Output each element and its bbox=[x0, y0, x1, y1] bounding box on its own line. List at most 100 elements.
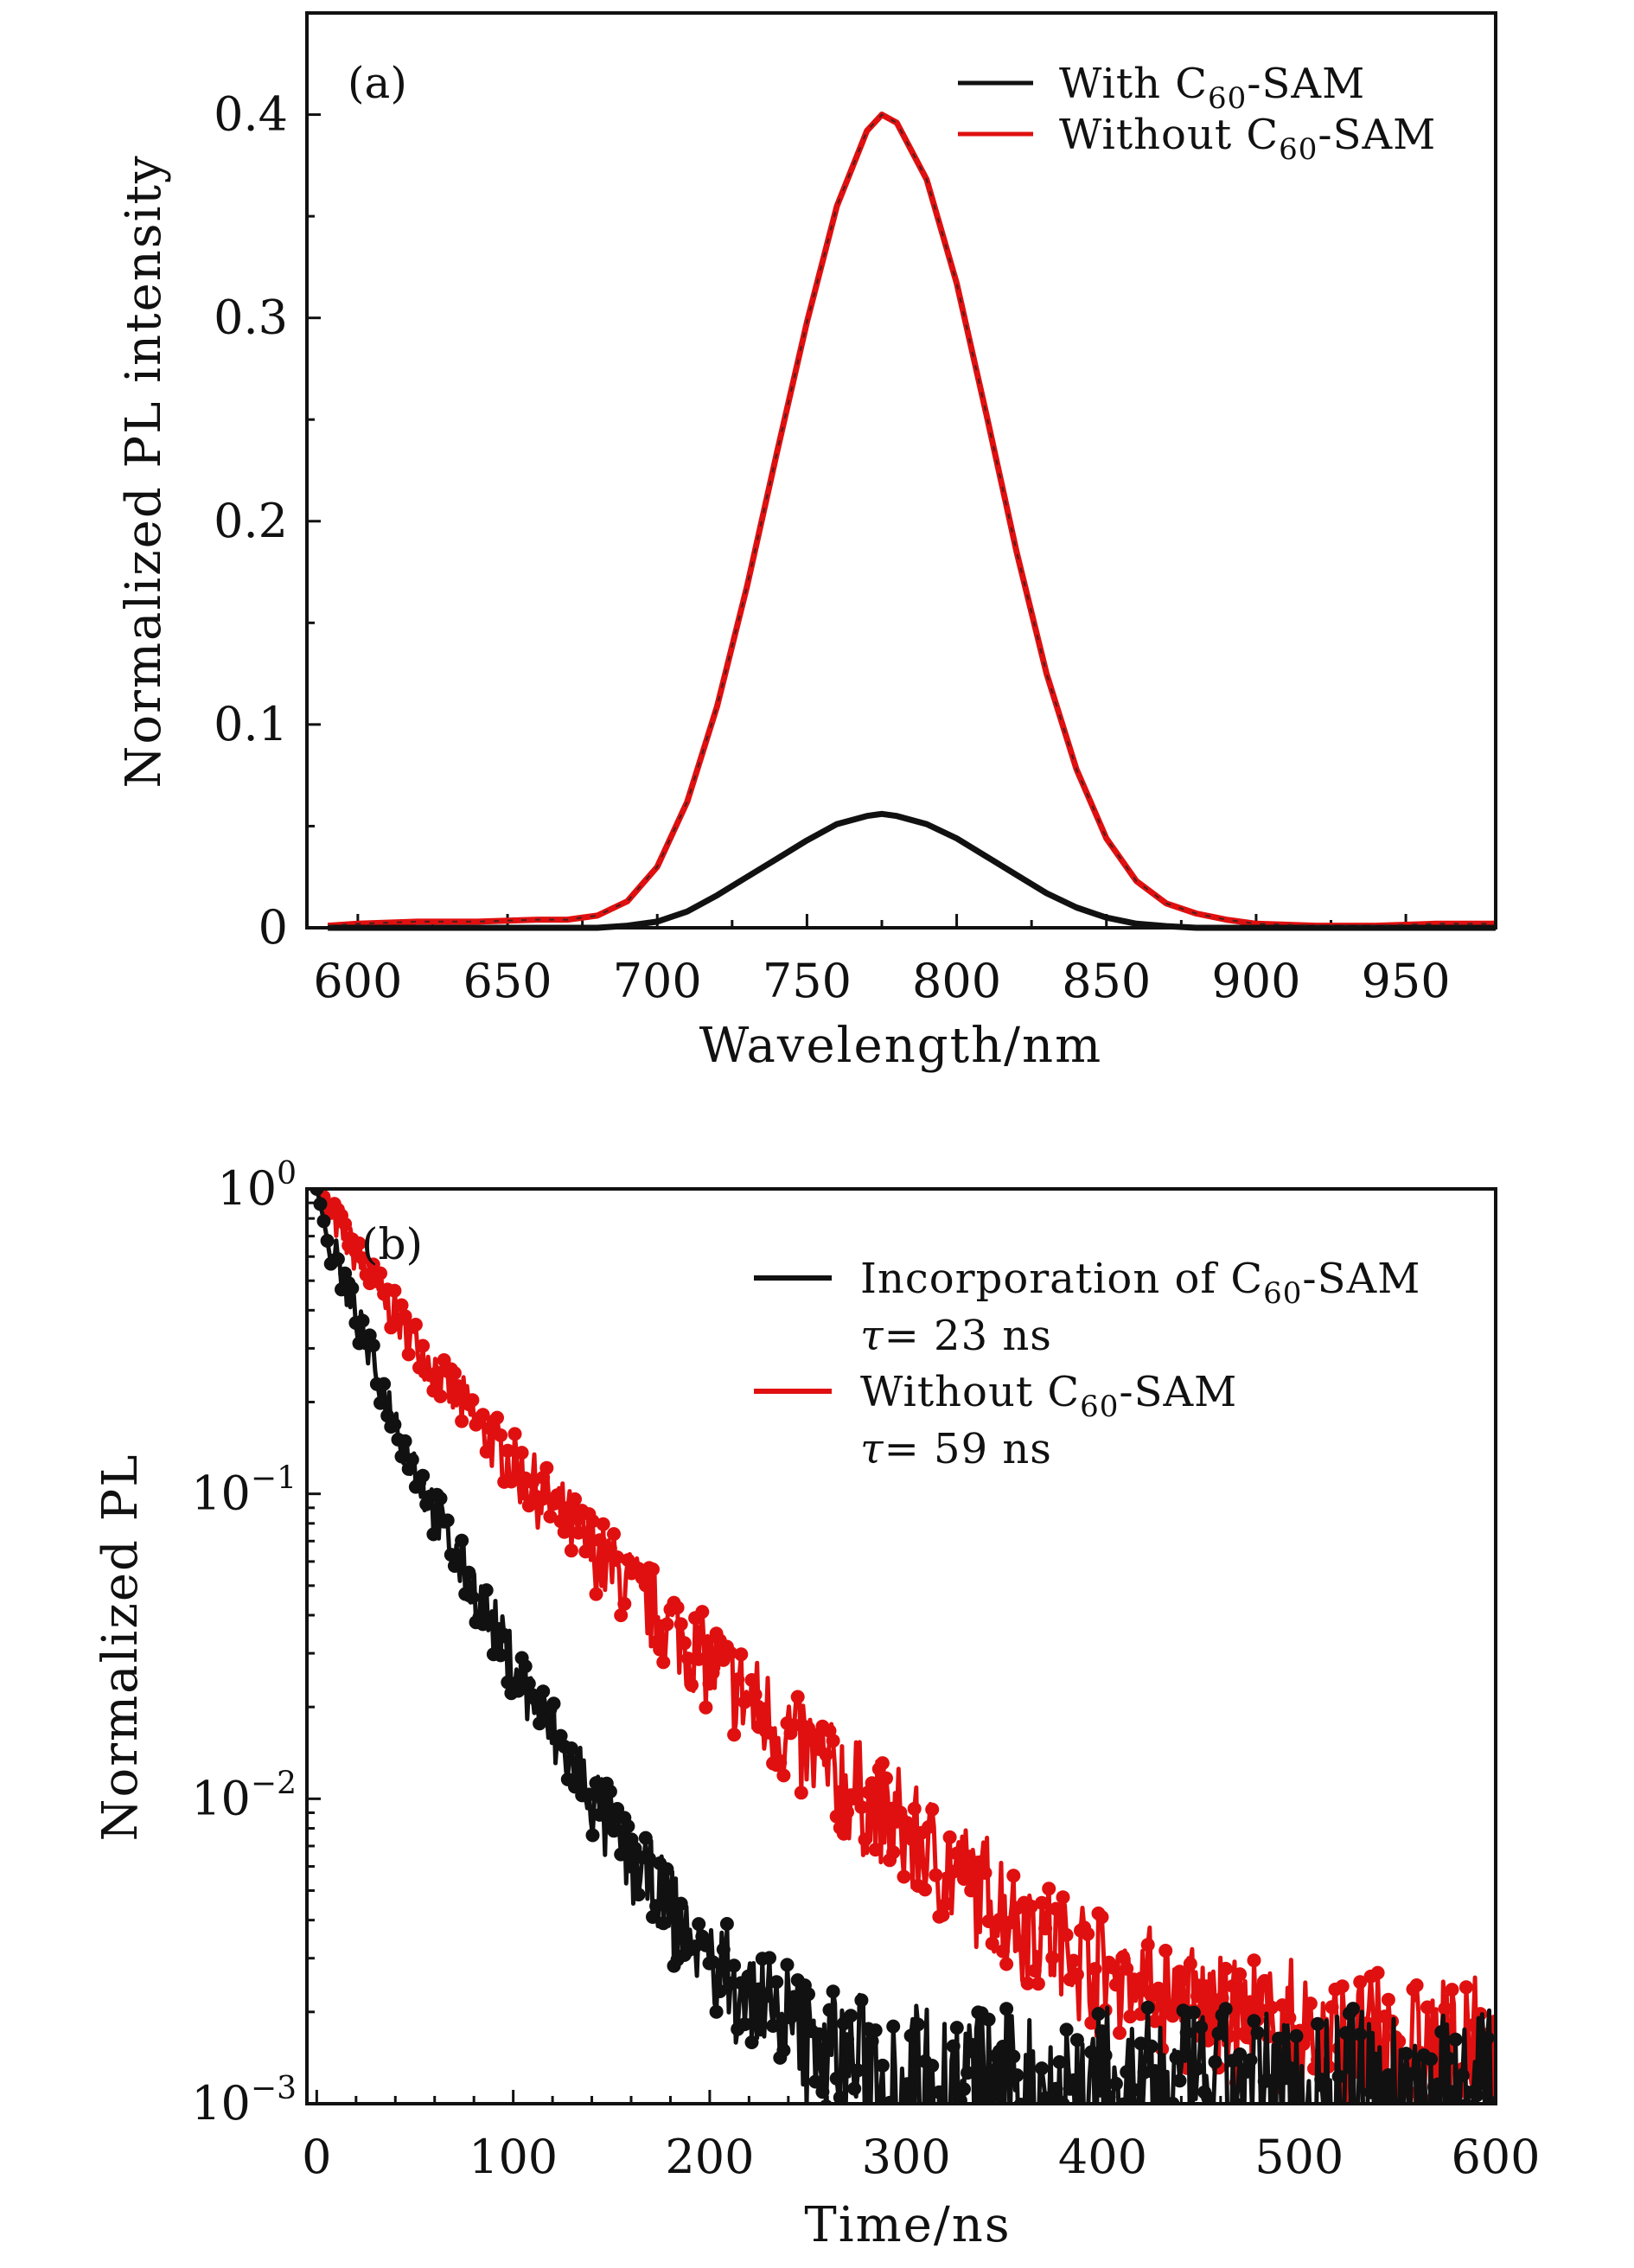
panel-b-data-point bbox=[766, 2019, 781, 2033]
panel-b-data-point bbox=[851, 2063, 865, 2078]
panel-b-data-point bbox=[1299, 2028, 1314, 2042]
panel-b-data-point bbox=[854, 1993, 869, 2008]
panel-b-data-point bbox=[646, 1910, 660, 1924]
panel-b-data-point bbox=[1179, 2025, 1194, 2040]
legend-b-incorporation-text: Incorporation of C60-SAM bbox=[860, 1255, 1420, 1311]
panel-b-data-point bbox=[695, 1605, 710, 1620]
panel-b-data-point bbox=[673, 1896, 688, 1911]
panel-b-data-point bbox=[1480, 2031, 1495, 2045]
panel-b-x-tick-label: 200 bbox=[665, 2130, 754, 2184]
panel-b-data-point bbox=[925, 2059, 940, 2073]
panel-b-data-point bbox=[677, 1636, 692, 1651]
panel-b-data-point bbox=[932, 2085, 947, 2099]
panel-b-data-point bbox=[673, 1617, 688, 1632]
panel-b-data-point bbox=[1368, 2118, 1382, 2132]
panel-a-series-line-0 bbox=[328, 810, 1496, 931]
panel-b-data-point bbox=[879, 1771, 893, 1786]
panel-b-data-point bbox=[355, 1313, 370, 1328]
panel-b-data-point bbox=[1247, 1953, 1261, 1968]
panel-b-data-point bbox=[957, 2082, 971, 2097]
panel-b-data-point bbox=[1042, 1881, 1056, 1896]
panel-b-data-point bbox=[394, 1298, 409, 1313]
panel-b-data-point bbox=[780, 1958, 795, 1972]
panel-b-data-point bbox=[1240, 2064, 1254, 2079]
panel-b-data-point bbox=[433, 1389, 448, 1403]
panel-b-data-point bbox=[455, 1533, 469, 1548]
panel-b-data-point bbox=[1108, 2077, 1123, 2091]
panel-b-data-point bbox=[978, 1866, 993, 1880]
panel-b-data-point bbox=[829, 1809, 844, 1824]
panel-b-data-point bbox=[1140, 1938, 1155, 1952]
panel-b-data-point bbox=[589, 1587, 603, 1601]
panel-b-data-point bbox=[840, 1805, 854, 1819]
panel-b-data-point bbox=[1441, 2051, 1456, 2066]
panel-b-data-point bbox=[607, 1824, 621, 1838]
panel-b-data-point bbox=[1095, 2024, 1109, 2039]
panel-b-data-point bbox=[790, 1690, 805, 1704]
panel-b-data-point bbox=[585, 1828, 600, 1843]
panel-b-data-point bbox=[1006, 1869, 1021, 1883]
panel-a-series-overlay bbox=[328, 113, 1496, 927]
panel-b-data-point bbox=[1438, 2002, 1452, 2016]
panel-b-x-tick-label: 300 bbox=[862, 2130, 951, 2184]
panel-b-data-point bbox=[847, 2081, 862, 2096]
panel-b-data-point bbox=[1069, 2033, 1084, 2048]
panel-b-data-point bbox=[1140, 2000, 1155, 2015]
panel-b-data-point bbox=[568, 1492, 582, 1506]
panel-b-data-point bbox=[550, 1488, 565, 1503]
panel-b-data-point bbox=[614, 1608, 629, 1623]
panel-b-data-point bbox=[992, 1913, 1006, 1927]
panel-b-data-point bbox=[819, 1747, 833, 1762]
panel-b-data-point bbox=[1003, 1915, 1018, 1930]
panel-b-data-point bbox=[1147, 2064, 1162, 2079]
panel-b-data-point bbox=[1013, 1939, 1028, 1953]
panel-b-data-point bbox=[1049, 2081, 1063, 2096]
panel-b-data-point bbox=[479, 1583, 494, 1598]
panel-b-data-point bbox=[1225, 1979, 1240, 1993]
panel-b-data-point bbox=[1236, 2150, 1250, 2163]
panel-b-data-point bbox=[886, 1845, 901, 1860]
panel-b-data-point bbox=[1218, 2002, 1233, 2016]
panel-b-data-point bbox=[1066, 2073, 1081, 2087]
panel-b-data-point bbox=[1275, 1998, 1290, 2013]
panel-b-data-point bbox=[1116, 1950, 1131, 1965]
panel-b-data-point bbox=[1303, 1996, 1318, 2011]
panel-b-data-point bbox=[918, 1882, 932, 1897]
panel-b-data-point bbox=[1184, 2158, 1197, 2172]
panel-b-data-point bbox=[836, 1826, 851, 1841]
panel-b-data-point bbox=[854, 1800, 869, 1814]
panel-b-data-point bbox=[1147, 2014, 1162, 2028]
panel-b-x-ticks: 0 100 200 300 400 500 600 bbox=[302, 2090, 1541, 2184]
panel-b-data-point bbox=[776, 2043, 791, 2058]
panel-b-data-point bbox=[1169, 2050, 1184, 2065]
panel-b-data-point bbox=[1123, 2009, 1138, 2024]
panel-b-data-point bbox=[783, 2010, 798, 2025]
panel-b-data-point bbox=[447, 1366, 462, 1380]
panel-b-data-point bbox=[514, 1446, 529, 1460]
panel-b-data-point bbox=[996, 1944, 1010, 1958]
panel-b-data-point bbox=[373, 1396, 387, 1410]
panel-b-data-point bbox=[744, 1673, 759, 1687]
panel-b-x-tick-label: 0 bbox=[302, 2130, 331, 2184]
panel-b-data-point bbox=[685, 1677, 699, 1692]
panel-b-data-point bbox=[1388, 2113, 1402, 2127]
panel-b-data-point bbox=[705, 1955, 720, 1970]
panel-b-data-point bbox=[744, 2035, 759, 2049]
panel-b-data-point bbox=[617, 1596, 632, 1611]
panel-b-data-point bbox=[763, 1725, 776, 1740]
legend-a-with-text: With C60-SAM bbox=[1059, 60, 1365, 116]
panel-b-data-point bbox=[1399, 2047, 1414, 2061]
panel-b-data-point bbox=[614, 1847, 629, 1862]
panel-b-data-point bbox=[826, 1984, 840, 1999]
panel-b-data-point bbox=[1215, 1990, 1229, 2005]
panel-b-data-point bbox=[716, 1942, 731, 1957]
panel-b-data-point bbox=[1158, 2131, 1172, 2144]
panel-b-data-point bbox=[660, 1617, 674, 1632]
panel-b-data-point bbox=[1137, 2065, 1152, 2080]
panel-b-data-point bbox=[592, 1533, 607, 1548]
panel-b-data-point bbox=[511, 1683, 526, 1698]
panel-b-data-point bbox=[1176, 2003, 1190, 2018]
panel-b-data-point bbox=[521, 1677, 536, 1691]
